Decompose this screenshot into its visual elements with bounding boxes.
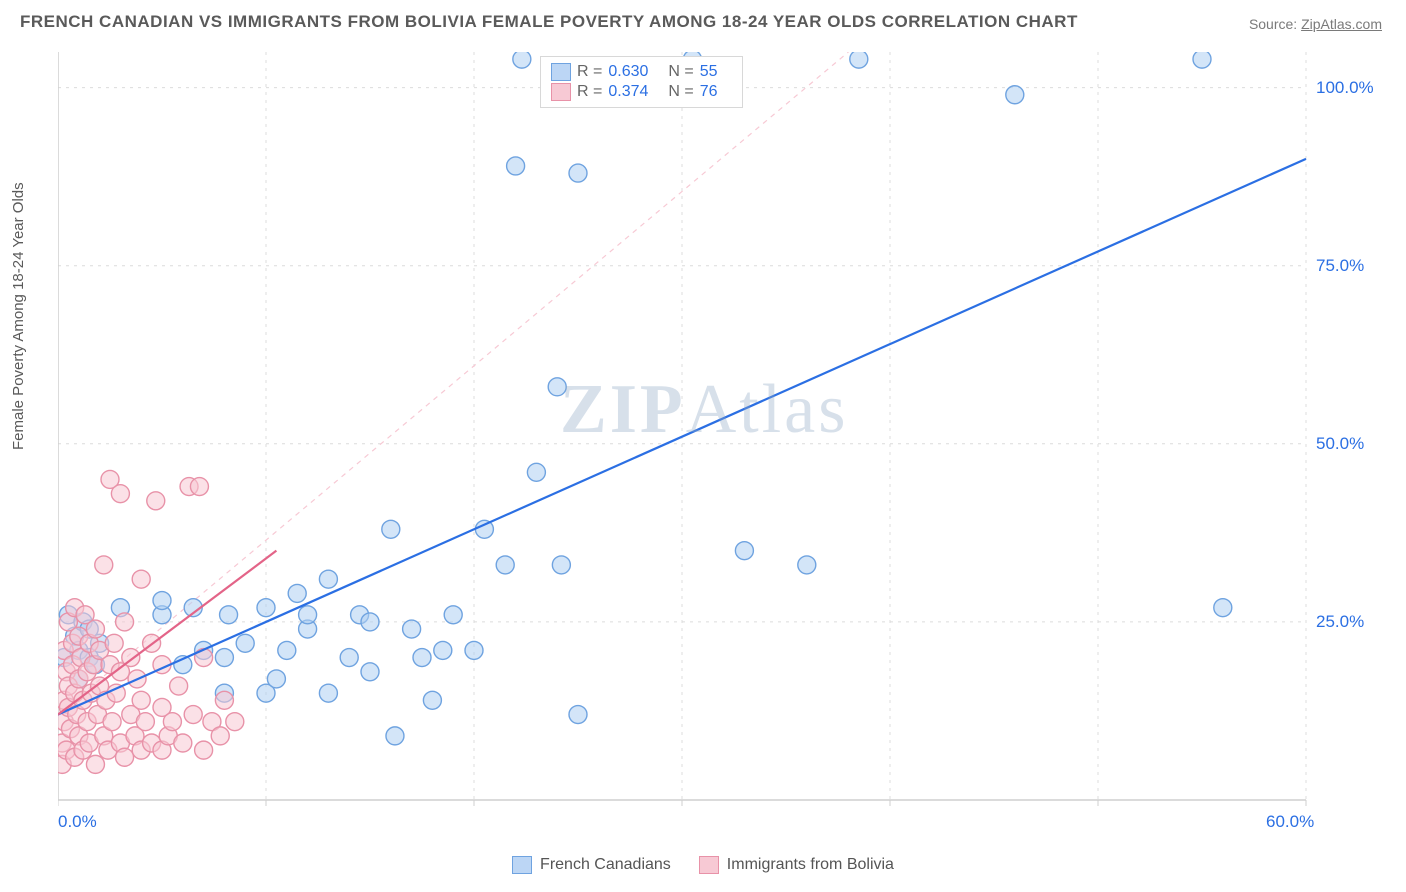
data-point bbox=[226, 713, 244, 731]
n-value: 55 bbox=[700, 63, 718, 81]
data-point bbox=[278, 641, 296, 659]
r-label: R = bbox=[577, 63, 602, 81]
legend-series-item: French Canadians bbox=[512, 856, 671, 874]
data-point bbox=[288, 584, 306, 602]
legend-swatch-icon bbox=[699, 856, 719, 874]
data-point bbox=[361, 663, 379, 681]
data-point bbox=[527, 463, 545, 481]
legend-series-item: Immigrants from Bolivia bbox=[699, 856, 894, 874]
chart-container: FRENCH CANADIAN VS IMMIGRANTS FROM BOLIV… bbox=[0, 0, 1406, 892]
data-point bbox=[299, 606, 317, 624]
legend-swatch-icon bbox=[512, 856, 532, 874]
y-tick-label: 25.0% bbox=[1316, 612, 1364, 632]
x-tick-label: 0.0% bbox=[58, 812, 97, 832]
data-point bbox=[257, 599, 275, 617]
data-point bbox=[215, 691, 233, 709]
data-point bbox=[513, 52, 531, 68]
data-point bbox=[444, 606, 462, 624]
data-point bbox=[211, 727, 229, 745]
data-point bbox=[382, 520, 400, 538]
data-point bbox=[735, 542, 753, 560]
data-point bbox=[340, 649, 358, 667]
data-point bbox=[552, 556, 570, 574]
data-point bbox=[798, 556, 816, 574]
data-point bbox=[86, 755, 104, 773]
legend-swatch-icon bbox=[551, 63, 571, 81]
r-label: R = bbox=[577, 83, 602, 101]
series-legend: French Canadians Immigrants from Bolivia bbox=[0, 856, 1406, 874]
data-point bbox=[136, 713, 154, 731]
data-point bbox=[434, 641, 452, 659]
data-point bbox=[319, 570, 337, 588]
legend-series-label: Immigrants from Bolivia bbox=[727, 856, 894, 874]
source-link[interactable]: ZipAtlas.com bbox=[1301, 16, 1382, 32]
data-point bbox=[132, 570, 150, 588]
plot-area bbox=[58, 52, 1378, 830]
x-tick-label: 60.0% bbox=[1266, 812, 1314, 832]
data-point bbox=[95, 556, 113, 574]
data-point bbox=[548, 378, 566, 396]
data-point bbox=[111, 485, 129, 503]
data-point bbox=[267, 670, 285, 688]
correlation-legend: R = 0.630 N = 55 R = 0.374 N = 76 bbox=[540, 56, 743, 108]
data-point bbox=[386, 727, 404, 745]
source-prefix: Source: bbox=[1249, 16, 1301, 32]
n-label: N = bbox=[668, 63, 693, 81]
data-point bbox=[163, 713, 181, 731]
data-point bbox=[423, 691, 441, 709]
y-tick-label: 50.0% bbox=[1316, 434, 1364, 454]
data-point bbox=[850, 52, 868, 68]
y-tick-label: 75.0% bbox=[1316, 256, 1364, 276]
source-attribution: Source: ZipAtlas.com bbox=[1249, 16, 1382, 32]
data-point bbox=[569, 706, 587, 724]
y-tick-label: 100.0% bbox=[1316, 78, 1374, 98]
y-axis-label: Female Poverty Among 18-24 Year Olds bbox=[10, 182, 27, 450]
data-point bbox=[195, 741, 213, 759]
data-point bbox=[236, 634, 254, 652]
data-point bbox=[1006, 86, 1024, 104]
data-point bbox=[361, 613, 379, 631]
data-point bbox=[86, 620, 104, 638]
data-point bbox=[153, 592, 171, 610]
data-point bbox=[105, 634, 123, 652]
legend-correlation-row: R = 0.630 N = 55 bbox=[551, 63, 732, 81]
data-point bbox=[507, 157, 525, 175]
data-point bbox=[116, 613, 134, 631]
data-point bbox=[569, 164, 587, 182]
n-value: 76 bbox=[700, 83, 718, 101]
r-value: 0.374 bbox=[608, 83, 648, 101]
data-point bbox=[116, 748, 134, 766]
data-point bbox=[465, 641, 483, 659]
data-point bbox=[190, 478, 208, 496]
data-point bbox=[413, 649, 431, 667]
data-point bbox=[496, 556, 514, 574]
legend-correlation-row: R = 0.374 N = 76 bbox=[551, 83, 732, 101]
n-label: N = bbox=[668, 83, 693, 101]
data-point bbox=[170, 677, 188, 695]
legend-series-label: French Canadians bbox=[540, 856, 671, 874]
data-point bbox=[195, 649, 213, 667]
r-value: 0.630 bbox=[608, 63, 648, 81]
data-point bbox=[174, 734, 192, 752]
data-point bbox=[184, 706, 202, 724]
chart-title: FRENCH CANADIAN VS IMMIGRANTS FROM BOLIV… bbox=[20, 12, 1078, 32]
data-point bbox=[220, 606, 238, 624]
legend-swatch-icon bbox=[551, 83, 571, 101]
data-point bbox=[132, 691, 150, 709]
data-point bbox=[215, 649, 233, 667]
data-point bbox=[103, 713, 121, 731]
data-point bbox=[403, 620, 421, 638]
scatter-chart-svg bbox=[58, 52, 1378, 830]
trend-line bbox=[58, 159, 1306, 715]
data-point bbox=[1193, 52, 1211, 68]
data-point bbox=[147, 492, 165, 510]
data-point bbox=[319, 684, 337, 702]
data-point bbox=[1214, 599, 1232, 617]
